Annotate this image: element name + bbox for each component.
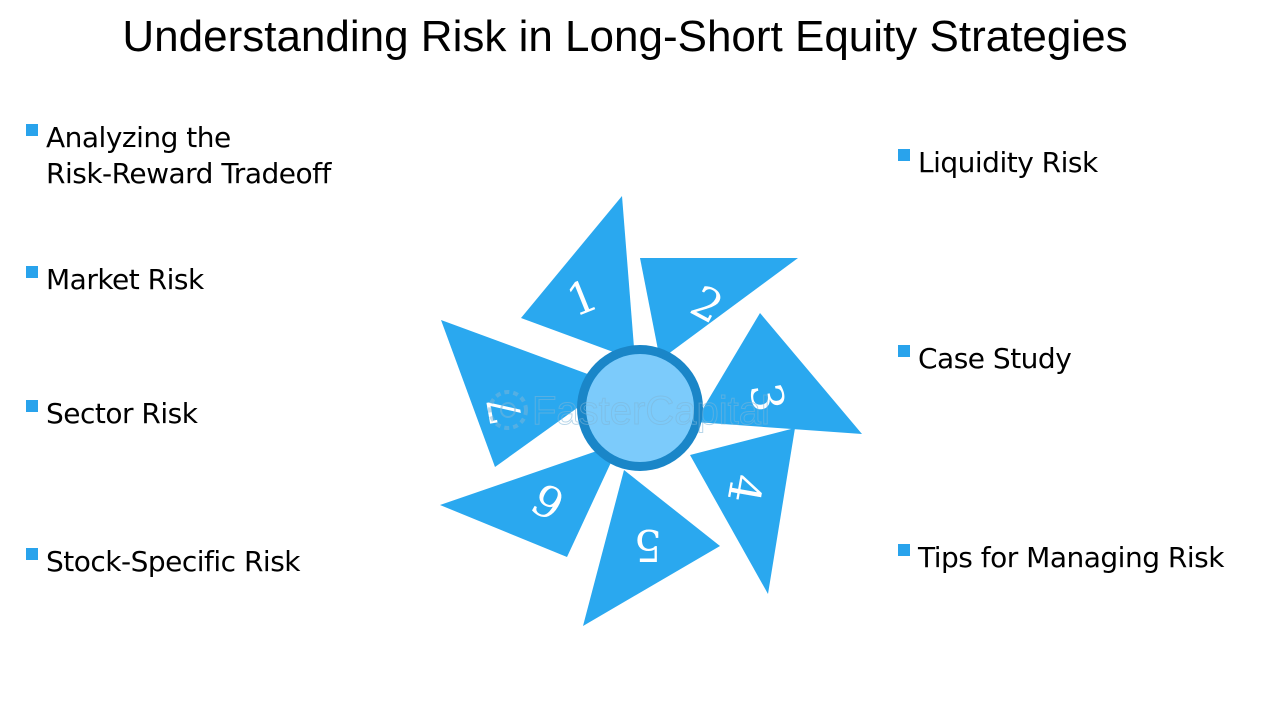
blade-4: 4 [690, 428, 795, 594]
item-case-study: Case Study [898, 341, 1072, 377]
item-label: Market Risk [46, 263, 204, 296]
blade-1: 1 [521, 196, 635, 360]
item-sector-risk: Sector Risk [26, 396, 198, 432]
blade-4-shape [690, 428, 795, 594]
item-label: Stock-Specific Risk [46, 545, 301, 578]
blade-5: 5 [583, 470, 720, 626]
bullet-square-icon [898, 544, 910, 556]
blade-6-shape [440, 443, 620, 557]
item-label: Case Study [918, 342, 1072, 375]
bullet-square-icon [26, 400, 38, 412]
item-label: Tips for Managing Risk [918, 541, 1224, 574]
bullet-square-icon [26, 266, 38, 278]
page-title: Understanding Risk in Long-Short Equity … [122, 12, 1128, 61]
bullet-square-icon [26, 124, 38, 136]
item-label-line-2: Risk-Reward Tradeoff [46, 157, 331, 190]
blade-6: 6 [440, 443, 620, 557]
watermark-gear-icon [488, 390, 528, 430]
item-risk-reward-tradeoff: Analyzing the Risk-Reward Tradeoff [26, 120, 331, 192]
item-label-line-1: Analyzing the [46, 121, 231, 154]
bullet-square-icon [898, 149, 910, 161]
hub-center [586, 354, 694, 462]
item-label: Liquidity Risk [918, 146, 1098, 179]
bullet-square-icon [26, 548, 38, 560]
blade-7-shape [441, 320, 612, 467]
watermark-gear-hub-icon [500, 402, 516, 418]
item-stock-specific-risk: Stock-Specific Risk [26, 544, 301, 580]
item-tips-managing-risk: Tips for Managing Risk [898, 540, 1224, 576]
watermark-text: FasterCapital [532, 389, 770, 433]
watermark-logo [488, 390, 528, 430]
bullet-square-icon [898, 345, 910, 357]
item-liquidity-risk: Liquidity Risk [898, 145, 1098, 181]
item-label: Sector Risk [46, 397, 198, 430]
item-market-risk: Market Risk [26, 262, 204, 298]
blade-5-number: 5 [634, 519, 662, 570]
blade-3: 3 [695, 313, 862, 434]
blade-5-shape [583, 470, 720, 626]
blade-2-shape [640, 258, 798, 360]
hub [577, 345, 703, 471]
blade-3-shape [695, 313, 862, 434]
blade-1-shape [521, 196, 635, 360]
